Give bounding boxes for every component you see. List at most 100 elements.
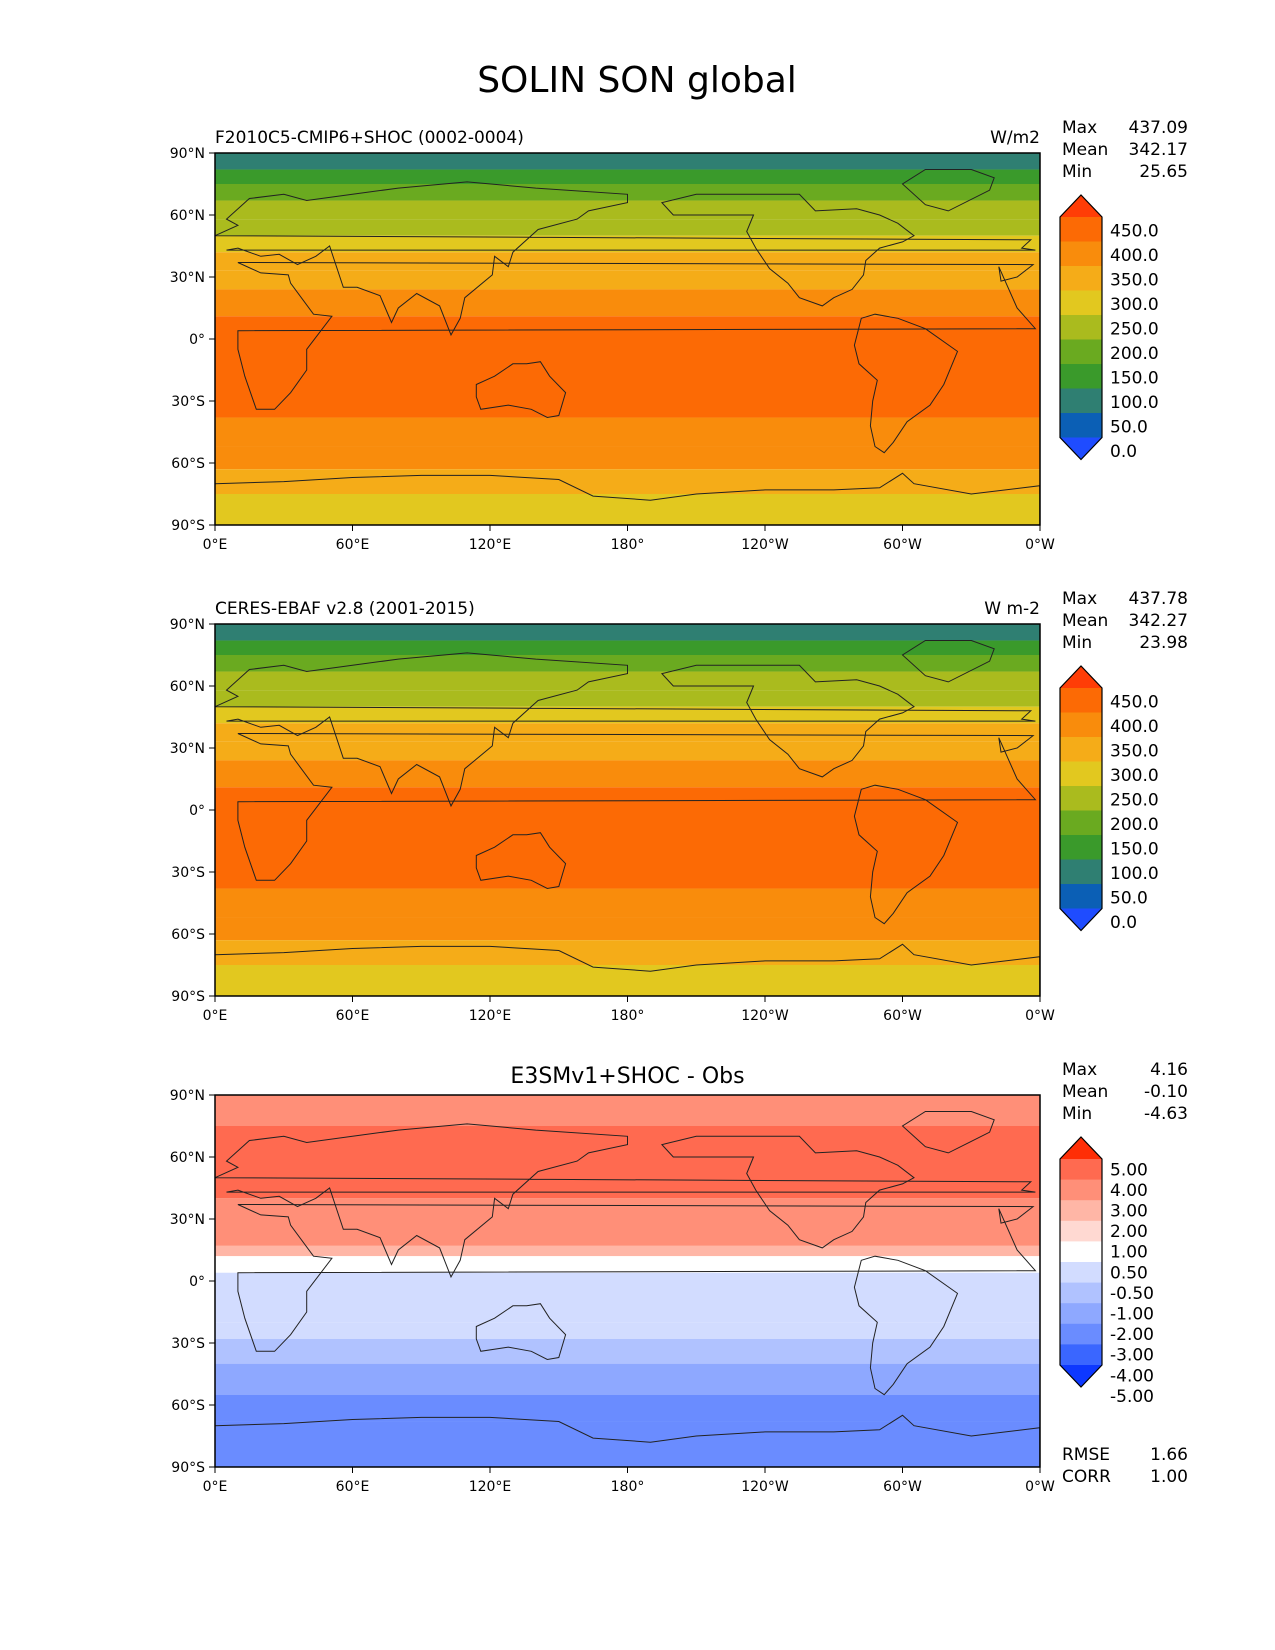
x-tick-label: 60°W <box>883 1479 922 1495</box>
stat-label: Max <box>1062 589 1097 609</box>
data-band <box>215 1394 1040 1422</box>
y-tick-label: 0° <box>189 332 205 348</box>
data-band <box>215 1363 1040 1395</box>
colorbar-swatch <box>1060 290 1102 316</box>
stat-label: Mean <box>1062 611 1108 631</box>
y-tick-label: 90°S <box>171 989 205 1005</box>
coastline <box>853 784 959 925</box>
colorbar-swatch <box>1060 339 1102 365</box>
data-band <box>215 760 1040 788</box>
map-panel: 90°N 60°N 30°N 0° 30°S 60°S 90°S 0°E 60°E 120°E 18… <box>170 617 1055 1024</box>
colorbar-tick-label: 0.0 <box>1110 442 1137 462</box>
colorbar-swatch <box>1060 1323 1102 1345</box>
colorbar-swatch <box>1060 266 1102 291</box>
footer-stat-label: CORR <box>1062 1467 1111 1487</box>
panel-left-title: F2010C5-CMIP6+SHOC (0002-0004) <box>215 128 524 148</box>
colorbar-tick-label: 3.00 <box>1110 1202 1148 1222</box>
colorbar-swatch <box>1060 737 1102 762</box>
coastline <box>475 1303 567 1361</box>
stat-label: Max <box>1062 1060 1097 1080</box>
x-tick-label: 0°E <box>203 1479 228 1495</box>
data-band <box>215 289 1040 317</box>
coastline <box>475 832 567 890</box>
colorbar-swatch <box>1060 810 1102 836</box>
data-band <box>215 446 1040 470</box>
colorbar-tick-label: 450.0 <box>1110 692 1159 712</box>
colorbar-swatch <box>1060 786 1102 811</box>
colorbar-tick-label: 300.0 <box>1110 766 1159 786</box>
y-tick-label: 60°N <box>170 1150 205 1166</box>
y-tick-label: 0° <box>189 803 205 819</box>
stat-value: 437.09 <box>1129 118 1188 138</box>
panels: 90°N 60°N 30°N 0° 30°S 60°S 90°S 0°E 60°E 120°E 18… <box>170 118 1188 1495</box>
colorbar-extend-min <box>1060 908 1102 931</box>
map-panel: 90°N 60°N 30°N 0° 30°S 60°S 90°S 0°E 60°E 120°E 18… <box>170 1088 1055 1495</box>
data-band <box>215 169 1040 184</box>
colorbar-swatch <box>1060 761 1102 787</box>
x-tick-label: 60°W <box>883 1008 922 1024</box>
stat-label: Mean <box>1062 1082 1108 1102</box>
data-band <box>215 655 1040 672</box>
colorbar-outline <box>1059 665 1103 932</box>
footer-stat-value: 1.00 <box>1150 1467 1188 1487</box>
y-tick-label: 90°N <box>170 617 205 633</box>
colorbar-tick-label: 150.0 <box>1110 368 1159 388</box>
colorbar-swatch <box>1060 315 1102 340</box>
colorbar-outline <box>1059 194 1103 461</box>
stat-label: Min <box>1062 162 1092 182</box>
colorbar-tick-label: 250.0 <box>1110 319 1159 339</box>
data-band <box>215 690 1040 707</box>
colorbar-tick-label: 150.0 <box>1110 839 1159 859</box>
coastline <box>853 313 959 454</box>
y-tick-label: 60°S <box>171 456 205 472</box>
colorbar-outline <box>1059 1136 1103 1388</box>
colorbar: 450.0 400.0 350.0 300.0 250.0 200.0 150.0 100.0… <box>1059 194 1159 462</box>
colorbar-swatch <box>1060 1344 1102 1366</box>
colorbar-swatch <box>1060 413 1102 438</box>
y-tick-label: 30°N <box>170 270 205 286</box>
coastline <box>660 193 915 307</box>
y-tick-label: 90°S <box>171 1460 205 1476</box>
y-tick-label: 60°S <box>171 1398 205 1414</box>
x-tick-label: 180° <box>611 1479 645 1495</box>
colorbar-extend-min <box>1060 1365 1102 1387</box>
data-band <box>215 316 1040 418</box>
coastline <box>214 1123 1036 1279</box>
colorbar-swatch <box>1060 241 1102 267</box>
y-tick-label: 0° <box>189 1274 205 1290</box>
colorbar-tick-label: -0.50 <box>1110 1284 1154 1304</box>
x-tick-label: 0°E <box>203 1008 228 1024</box>
colorbar-swatch <box>1060 835 1102 860</box>
y-tick-label: 60°S <box>171 927 205 943</box>
data-band <box>215 252 1040 271</box>
stat-value: -4.63 <box>1144 1104 1188 1124</box>
data-band <box>215 219 1040 236</box>
y-tick-label: 30°N <box>170 1212 205 1228</box>
colorbar-swatch <box>1060 859 1102 885</box>
data-band <box>215 741 1040 761</box>
y-tick-label: 90°N <box>170 1088 205 1104</box>
x-tick-label: 120°E <box>469 1008 512 1024</box>
stat-value: 342.17 <box>1129 140 1188 160</box>
colorbar-tick-label: 200.0 <box>1110 344 1159 364</box>
figure-title: SOLIN SON global <box>477 60 797 101</box>
data-band <box>215 235 1040 253</box>
panel-units: W m-2 <box>984 599 1040 619</box>
x-tick-label: 120°E <box>469 537 512 553</box>
y-tick-label: 60°N <box>170 208 205 224</box>
x-tick-label: 60°W <box>883 537 922 553</box>
colorbar-swatch <box>1060 217 1102 242</box>
colorbar-extend-min <box>1060 437 1102 460</box>
data-band <box>215 671 1040 691</box>
stat-label: Min <box>1062 633 1092 653</box>
colorbar-tick-label: 4.00 <box>1110 1181 1148 1201</box>
data-band <box>215 1095 1040 1126</box>
coastline <box>214 181 1036 337</box>
data-band <box>215 723 1040 742</box>
y-tick-label: 30°S <box>171 394 205 410</box>
stat-value: 342.27 <box>1129 611 1188 631</box>
colorbar-tick-label: 100.0 <box>1110 393 1159 413</box>
x-tick-label: 60°E <box>336 1008 370 1024</box>
x-tick-label: 0°W <box>1025 537 1055 553</box>
